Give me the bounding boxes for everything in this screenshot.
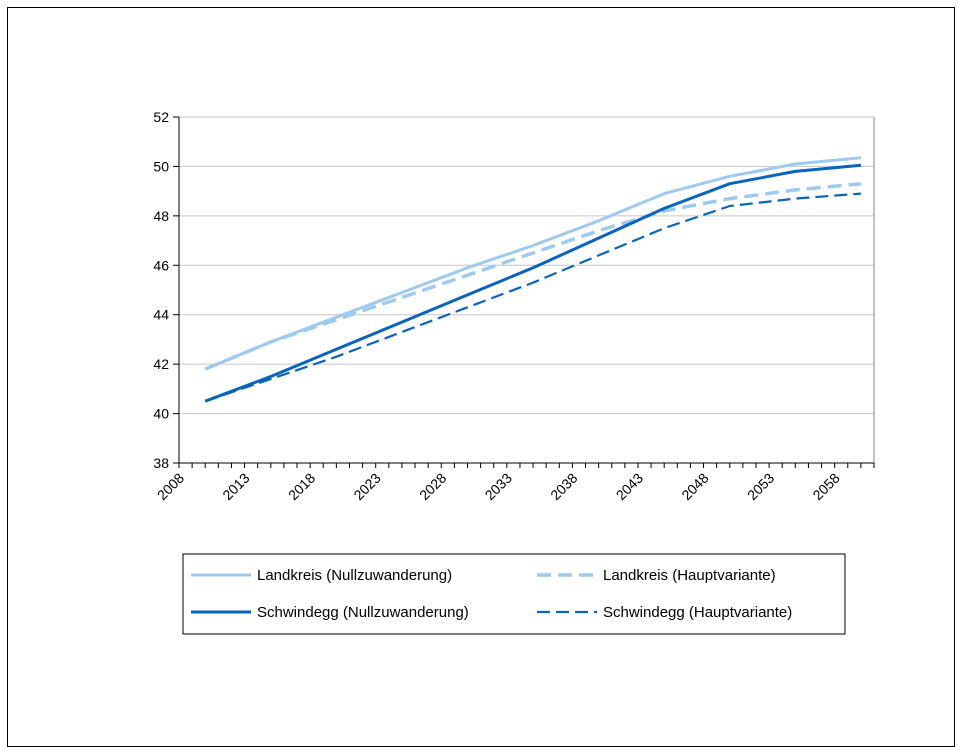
legend-label: Landkreis (Nullzuwanderung) [257,567,452,584]
series-line [204,163,862,403]
x-tick-label: 2038 [547,470,580,503]
y-tick-label: 40 [153,406,169,422]
x-tick-label: 2023 [350,470,383,503]
legend: Landkreis (Nullzuwanderung) Landkreis (Ha… [182,553,846,635]
y-tick-label: 50 [153,158,169,174]
x-tick-label: 2048 [678,470,711,503]
series-lines [204,156,862,403]
y-tick-label: 42 [153,356,169,372]
legend-label: Landkreis (Hauptvariante) [603,567,776,584]
series-line [204,156,862,371]
x-tick-label: 2008 [154,470,187,503]
y-tick-label: 52 [153,109,169,125]
line-chart: 38 40 42 44 46 48 50 52 2008 2013 2018 2023 2028 2033… [153,109,875,635]
y-tick-label: 46 [153,257,169,273]
x-tick-label: 2013 [219,470,252,503]
x-tick-label: 2058 [809,470,842,503]
y-tick-label: 48 [153,208,169,224]
legend-label: Schwindegg (Hauptvariante) [603,604,792,621]
legend-box [182,553,846,635]
x-tick-label: 2018 [285,470,318,503]
x-tick-label: 2028 [416,470,449,503]
gridlines [179,116,875,463]
y-tick-label: 38 [153,455,169,471]
series-line [204,192,861,403]
x-tick-label: 2033 [482,470,515,503]
legend-label: Schwindegg (Nullzuwanderung) [257,604,469,621]
x-tick-label: 2043 [613,470,646,503]
y-tick-label: 44 [153,307,169,323]
series-line [204,181,862,371]
x-tick-label: 2053 [744,470,777,503]
